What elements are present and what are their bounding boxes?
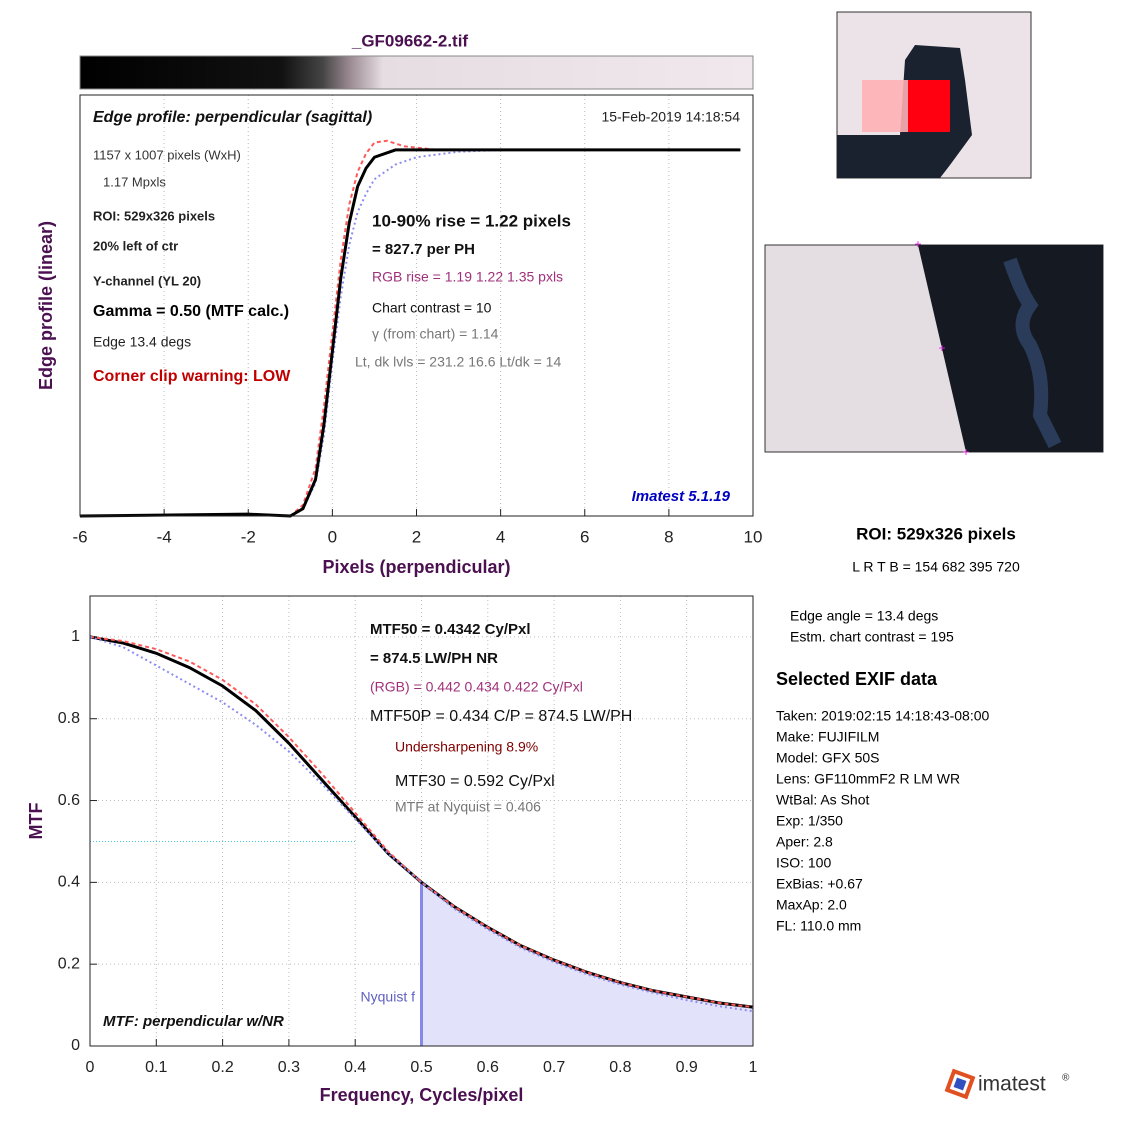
plot-frame [89,595,754,1047]
logo-text: imatest [978,1073,1046,1096]
plot-area [80,95,753,516]
roi-bounds: L R T B = 154 682 395 720 [852,559,1020,575]
roi-box-dark [908,80,950,132]
annotation: Corner clip warning: LOW [93,368,291,385]
annotation: Chart contrast = 10 [372,300,492,316]
exif-line: Make: FUJIFILM [776,729,879,745]
texture [1003,257,1062,449]
annotation: = 827.7 per PH [372,241,475,258]
x-tick-label: 0.1 [145,1059,167,1076]
y-tick-label: 0.4 [58,874,80,891]
x-tick-label: 0 [86,1059,95,1076]
annotation: ROI: 529x326 pixels [93,208,215,223]
exif-line: FL: 110.0 mm [776,918,861,934]
annotation: Lt, dk lvls = 231.2 16.6 Lt/dk = 14 [355,354,561,370]
annotation: γ (from chart) = 1.14 [372,326,499,342]
exif-line: Model: GFX 50S [776,750,880,766]
annotation: MTF: perpendicular w/NR [103,1013,284,1030]
exif-line: Exp: 1/350 [776,813,843,829]
logo: imatest ® [944,1068,1070,1100]
exif-list: Taken: 2019:02:15 14:18:43-08:00 Make: FU… [776,708,990,934]
annotation: 20% left of ctr [93,238,178,253]
file-title: _GF09662-2.tif [351,31,469,50]
annotation: Undersharpening 8.9% [395,739,538,755]
x-tick-label: 6 [580,527,589,546]
annotation: 10-90% rise = 1.22 pixels [372,211,571,230]
logo-mark: ® [1062,1073,1070,1084]
logo-icon-inner [953,1077,967,1091]
exif-line: WtBal: As Shot [776,792,869,808]
exif-line: Taken: 2019:02:15 14:18:43-08:00 [776,708,990,724]
x-tick-label: 8 [664,527,673,546]
data-line [89,635,754,1009]
x-tick-label: -6 [72,527,87,546]
edge-marker: + [914,237,921,251]
y-tick-label: 0.2 [58,955,80,972]
x-tick-label: 4 [496,527,505,546]
exif-line: Aper: 2.8 [776,834,833,850]
timestamp: 15-Feb-2019 14:18:54 [601,109,740,125]
exif-line: MaxAp: 2.0 [776,897,847,913]
annotation: Edge 13.4 degs [93,334,191,350]
x-tick-label: 0.4 [344,1059,366,1076]
x-tick-label: 1 [749,1059,758,1076]
x-tick-label: 0.7 [543,1059,565,1076]
plot-frame [79,94,754,517]
y-axis-label: Edge profile (linear) [36,221,56,390]
x-tick-label: -4 [157,527,172,546]
x-axis-label: Frequency, Cycles/pixel [320,1085,524,1105]
annotation: MTF30 = 0.592 Cy/Pxl [395,773,555,790]
annotation: Gamma = 0.50 (MTF calc.) [93,303,289,320]
y-tick-label: 0.8 [58,710,80,727]
x-tick-label: 0.6 [477,1059,499,1076]
exif-heading: Selected EXIF data [776,669,938,689]
y-tick-label: 1 [71,628,80,645]
exif-line: ExBias: +0.67 [776,876,863,892]
x-tick-label: 0.2 [211,1059,233,1076]
annotation: = 874.5 LW/PH NR [370,650,498,667]
exif-line: Lens: GF110mmF2 R LM WR [776,771,960,787]
edge-dark [918,245,1103,452]
nyquist-fill [421,882,753,1046]
x-tick-label: 0 [328,527,337,546]
annotation: RGB rise = 1.19 1.22 1.35 pxls [372,269,563,285]
annotation: 1.17 Mpxls [103,174,166,189]
x-axis-label: Pixels (perpendicular) [322,557,510,577]
y-tick-label: 0.6 [58,792,80,809]
y-axis-label: MTF [26,803,46,840]
annotation: Nyquist f [361,989,416,1005]
annotation: MTF at Nyquist = 0.406 [395,799,541,815]
edge-angle: Edge angle = 13.4 degs [790,608,938,624]
data-line [79,148,741,518]
annotation: Y-channel (YL 20) [93,273,201,288]
x-tick-label: 0.5 [410,1059,432,1076]
logo-icon [944,1068,976,1100]
chart-title: Edge profile: perpendicular (sagittal) [93,109,372,126]
data-line [89,635,754,1013]
exif-line: ISO: 100 [776,855,831,871]
x-tick-label: 2 [412,527,421,546]
y-tick-label: 0 [71,1037,80,1054]
x-tick-label: 10 [744,527,763,546]
annotation: 1157 x 1007 pixels (WxH) [93,147,241,162]
x-tick-label: -2 [241,527,256,546]
chart-contrast: Estm. chart contrast = 195 [790,629,954,645]
annotation: MTF50 = 0.4342 Cy/Pxl [370,621,531,638]
annotation: (RGB) = 0.442 0.434 0.422 Cy/Pxl [370,679,583,695]
x-tick-label: 0.9 [676,1059,698,1076]
annotation: Imatest 5.1.19 [632,488,731,505]
gray-strip [79,55,754,90]
edge-marker: + [938,341,945,355]
annotation: MTF50P = 0.434 C/P = 874.5 LW/PH [370,708,632,725]
edge-marker: + [962,445,969,459]
x-tick-label: 0.3 [278,1059,300,1076]
x-tick-label: 0.8 [609,1059,631,1076]
roi-label: ROI: 529x326 pixels [856,524,1016,543]
